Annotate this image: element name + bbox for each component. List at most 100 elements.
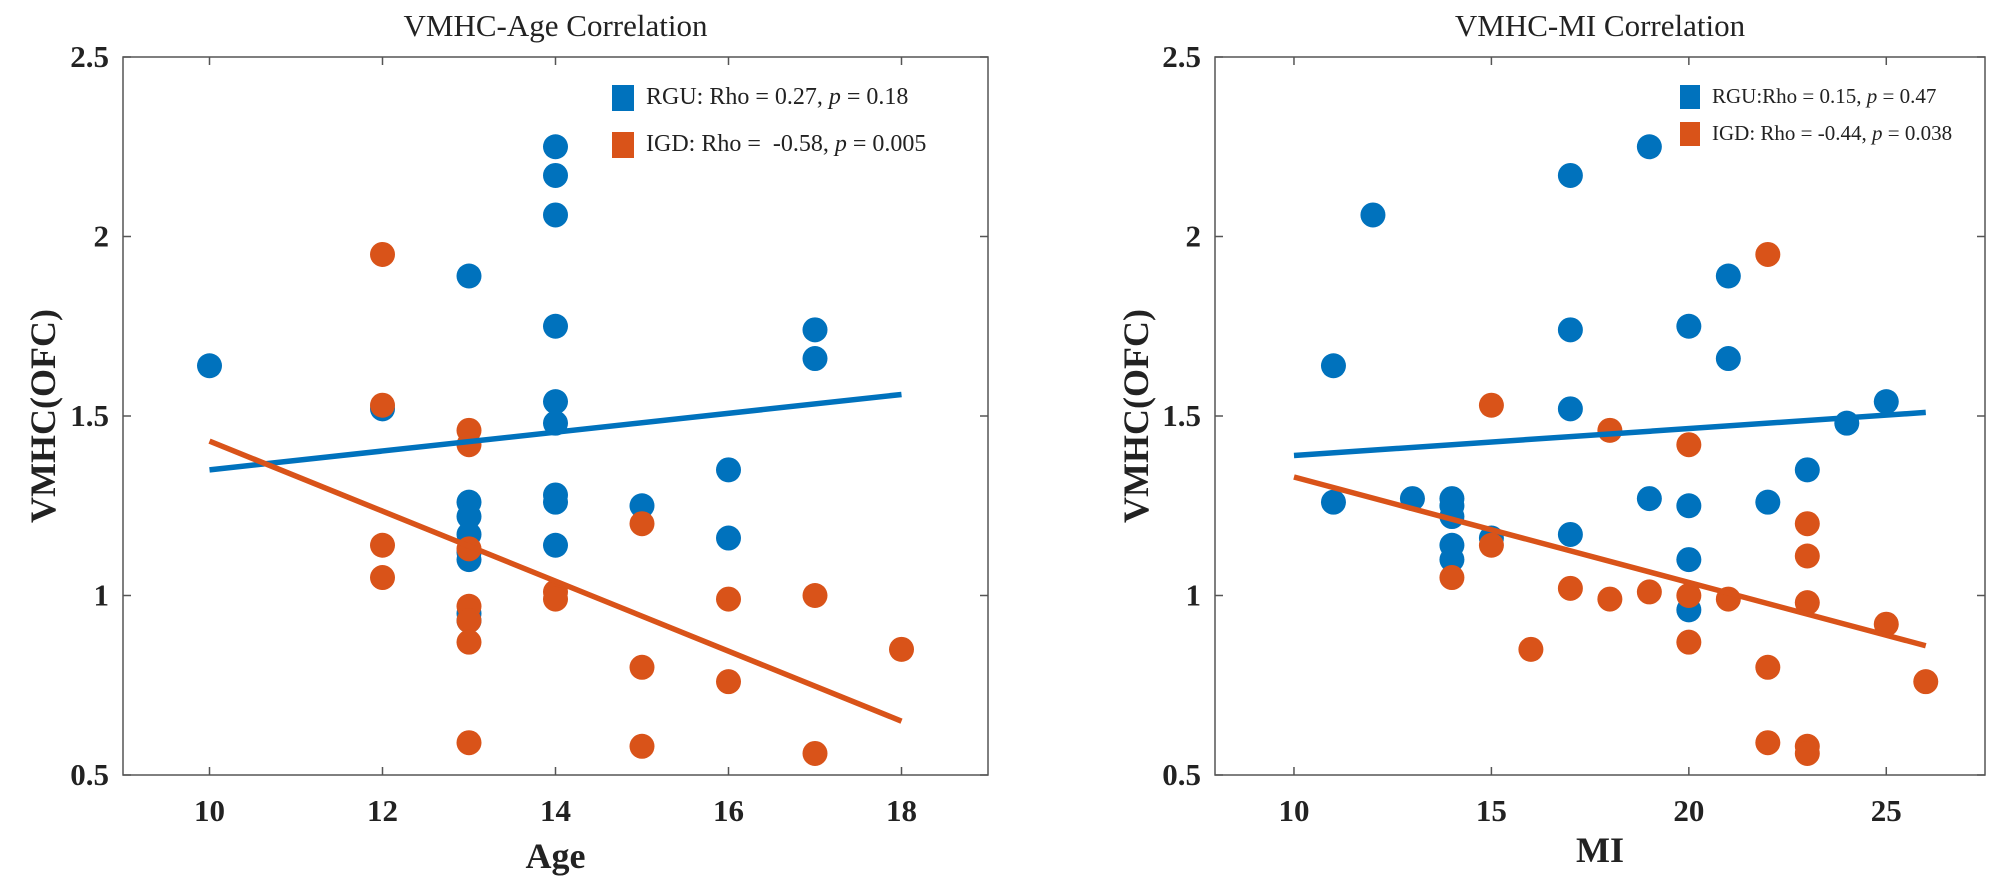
data-point-igd xyxy=(629,511,655,537)
data-point-igd xyxy=(1557,575,1583,601)
legend-label: RGU: Rho = 0.27, p = 0.18 xyxy=(646,84,908,110)
legend-swatch xyxy=(1680,85,1700,109)
data-point-rgu xyxy=(1320,489,1346,515)
data-point-rgu xyxy=(1715,346,1741,372)
y-axis-label: VMHC(OFC) xyxy=(23,309,63,523)
data-point-rgu xyxy=(1557,521,1583,547)
data-point-rgu xyxy=(1557,162,1583,188)
y-tick-label: 2.5 xyxy=(70,39,109,74)
data-point-igd xyxy=(1913,669,1939,695)
x-tick-label: 16 xyxy=(713,793,744,828)
data-point-rgu xyxy=(456,263,482,289)
legend-swatch xyxy=(612,132,634,158)
x-tick-label: 25 xyxy=(1871,793,1902,828)
data-point-igd xyxy=(1597,417,1623,443)
data-point-igd xyxy=(889,636,914,662)
chart-title: VMHC-MI Correlation xyxy=(1455,8,1746,43)
data-point-rgu xyxy=(1360,202,1386,228)
data-point-igd xyxy=(370,565,395,591)
data-point-igd xyxy=(1755,241,1781,267)
data-point-igd xyxy=(1676,629,1702,655)
legend-label: RGU:Rho = 0.15, p = 0.47 xyxy=(1712,84,1936,108)
x-axis-label: Age xyxy=(526,836,586,876)
legend-label-prefix: IGD: Rho = -0.58, xyxy=(646,131,835,157)
legend-swatch xyxy=(1680,122,1700,146)
data-point-rgu xyxy=(716,525,741,551)
data-point-rgu xyxy=(543,489,568,515)
data-point-rgu xyxy=(543,134,568,160)
data-point-rgu xyxy=(716,457,741,483)
legend-item-rgu: RGU:Rho = 0.15, p = 0.47 xyxy=(1680,84,1936,109)
data-point-rgu xyxy=(1636,486,1662,512)
data-point-rgu xyxy=(456,504,482,530)
data-point-igd xyxy=(1518,636,1544,662)
data-point-igd xyxy=(629,733,655,759)
y-tick-label: 1.5 xyxy=(70,398,109,433)
y-tick-label: 1 xyxy=(1186,578,1202,613)
y-tick-label: 1.5 xyxy=(1162,398,1201,433)
fit-line-igd xyxy=(208,438,903,724)
legend-label-p: p xyxy=(833,131,847,157)
data-point-igd xyxy=(1478,392,1504,418)
data-point-rgu xyxy=(543,313,568,339)
y-tick-label: 0.5 xyxy=(1162,757,1201,792)
data-point-igd xyxy=(456,730,482,756)
data-point-igd xyxy=(456,608,482,634)
chart-panel-2: VMHC-MI Correlation 10 15 20 25 0.5 1 1.5 2 2.5 MI… xyxy=(1116,8,1986,870)
data-point-rgu xyxy=(1755,489,1781,515)
legend-label: IGD: Rho = -0.58, p = 0.005 xyxy=(646,131,926,157)
fit-line-rgu xyxy=(209,391,902,473)
data-point-rgu xyxy=(1320,353,1346,379)
data-point-igd xyxy=(1636,579,1662,605)
data-point-igd xyxy=(370,241,395,267)
legend-label-p: p xyxy=(1870,121,1883,145)
legend-label-p: p xyxy=(1865,84,1878,108)
data-point-igd xyxy=(1676,432,1702,458)
data-point-rgu xyxy=(197,353,222,379)
data-point-igd xyxy=(629,654,655,680)
x-tick-label: 12 xyxy=(367,793,398,828)
x-tick-label: 20 xyxy=(1673,793,1704,828)
data-point-igd xyxy=(1755,654,1781,680)
chart-panel-1: VMHC-Age Correlation 10 12 14 16 18 0.5 1 1.5 2 2.… xyxy=(23,8,989,876)
legend-label-prefix: IGD: Rho = -0.44, xyxy=(1712,121,1872,145)
data-point-rgu xyxy=(543,202,568,228)
legend-label-p: p xyxy=(827,84,841,110)
y-tick-label: 2 xyxy=(1186,219,1202,254)
legend-label-prefix: RGU:Rho = 0.15, xyxy=(1712,84,1867,108)
data-point-rgu xyxy=(1676,493,1702,519)
data-point-igd xyxy=(1794,590,1820,616)
fit-line-rgu xyxy=(1293,409,1926,459)
data-point-igd xyxy=(802,740,828,766)
legend-item-igd: IGD: Rho = -0.58, p = 0.005 xyxy=(612,131,926,158)
legend-label-suffix: = 0.038 xyxy=(1883,121,1953,145)
data-point-rgu xyxy=(1794,457,1820,483)
y-tick-label: 2 xyxy=(94,219,110,254)
data-point-igd xyxy=(1597,586,1623,612)
legend-swatch xyxy=(612,85,634,111)
data-point-igd xyxy=(1873,611,1899,637)
chart-title: VMHC-Age Correlation xyxy=(404,8,708,43)
data-point-rgu xyxy=(1715,263,1741,289)
data-point-rgu xyxy=(1676,313,1702,339)
legend-label: IGD: Rho = -0.44, p = 0.038 xyxy=(1712,121,1952,145)
data-point-igd xyxy=(1676,583,1702,608)
data-point-rgu xyxy=(1834,410,1860,436)
data-point-rgu xyxy=(1439,547,1465,573)
legend-label-suffix: = 0.005 xyxy=(847,131,927,157)
legend: RGU:Rho = 0.15, p = 0.47 IGD: Rho = -0.44… xyxy=(1680,84,1952,146)
legend-label-suffix: = 0.18 xyxy=(841,84,909,110)
data-point-rgu xyxy=(629,493,655,519)
legend-label-prefix: RGU: Rho = 0.27, xyxy=(646,84,829,110)
data-point-igd xyxy=(370,392,395,418)
data-point-rgu xyxy=(1557,317,1583,343)
data-point-rgu xyxy=(543,389,568,415)
x-tick-label: 14 xyxy=(540,793,571,828)
data-point-igd xyxy=(1794,740,1820,766)
y-tick-label: 0.5 xyxy=(70,757,109,792)
fit-line-igd xyxy=(1293,474,1927,649)
data-point-rgu xyxy=(1557,396,1583,422)
legend-item-igd: IGD: Rho = -0.44, p = 0.038 xyxy=(1680,121,1952,146)
data-point-igd xyxy=(1794,543,1820,569)
